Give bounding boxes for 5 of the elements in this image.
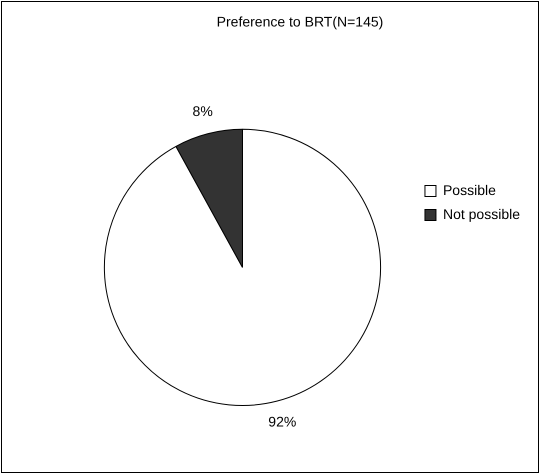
legend-label: Not possible (442, 206, 520, 222)
data-label: 8% (192, 103, 213, 120)
data-label: 92% (268, 413, 296, 430)
legend-label: Possible (442, 182, 496, 198)
chart-title: Preference to BRT(N=145) (216, 13, 384, 30)
